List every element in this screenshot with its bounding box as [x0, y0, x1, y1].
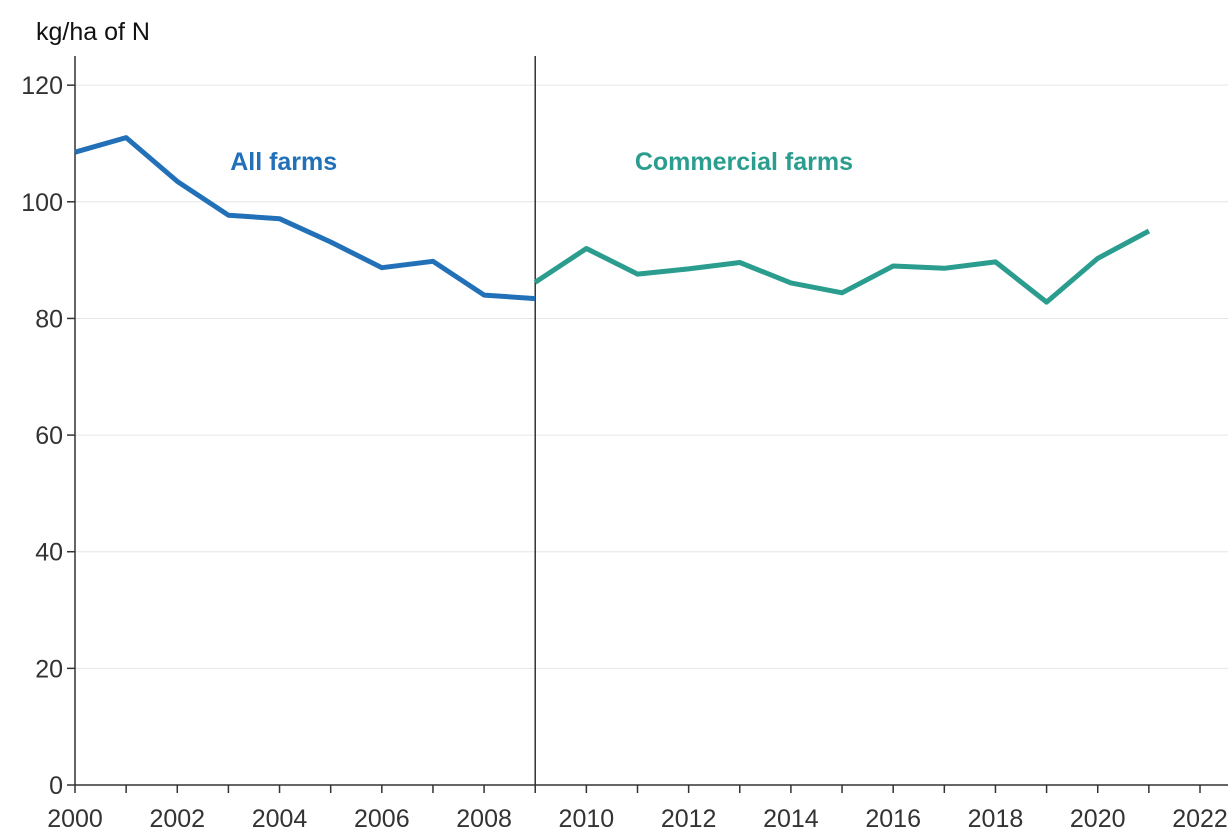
x-tick-label-2004: 2004 — [252, 805, 308, 833]
x-tick-label-2008: 2008 — [456, 805, 512, 833]
y-axis-unit-label: kg/ha of N — [36, 18, 150, 46]
series-lines — [74, 135, 1151, 305]
annotations: All farms Commercial farms — [230, 148, 853, 176]
tick-labels: 0 20 40 60 80 100 120 2000 2002 2004 2006 2008 2010 2… — [21, 72, 1228, 833]
gridlines — [75, 84, 1228, 669]
x-tick-label-2012: 2012 — [661, 805, 717, 833]
y-tick-label-20: 20 — [35, 655, 63, 683]
x-tick-label-2002: 2002 — [149, 805, 205, 833]
axes — [67, 56, 1228, 793]
x-tick-label-2014: 2014 — [763, 805, 819, 833]
y-tick-label-40: 40 — [35, 539, 63, 567]
x-tick-label-2010: 2010 — [559, 805, 615, 833]
y-tick-label-120: 120 — [21, 72, 63, 100]
x-tick-label-2006: 2006 — [354, 805, 410, 833]
x-tick-label-2022: 2022 — [1172, 805, 1228, 833]
x-tick-label-2020: 2020 — [1070, 805, 1126, 833]
series-line-all-farms — [74, 135, 536, 302]
x-tick-label-2018: 2018 — [968, 805, 1024, 833]
y-tick-label-0: 0 — [49, 772, 63, 800]
x-tick-label-2016: 2016 — [865, 805, 921, 833]
y-tick-label-60: 60 — [35, 422, 63, 450]
series-line-commercial-farms — [533, 228, 1151, 305]
annotation-all-farms: All farms — [230, 148, 337, 176]
annotation-commercial-farms: Commercial farms — [635, 148, 853, 176]
x-tick-label-2000: 2000 — [47, 805, 103, 833]
y-tick-label-100: 100 — [21, 189, 63, 217]
y-tick-label-80: 80 — [35, 305, 63, 333]
